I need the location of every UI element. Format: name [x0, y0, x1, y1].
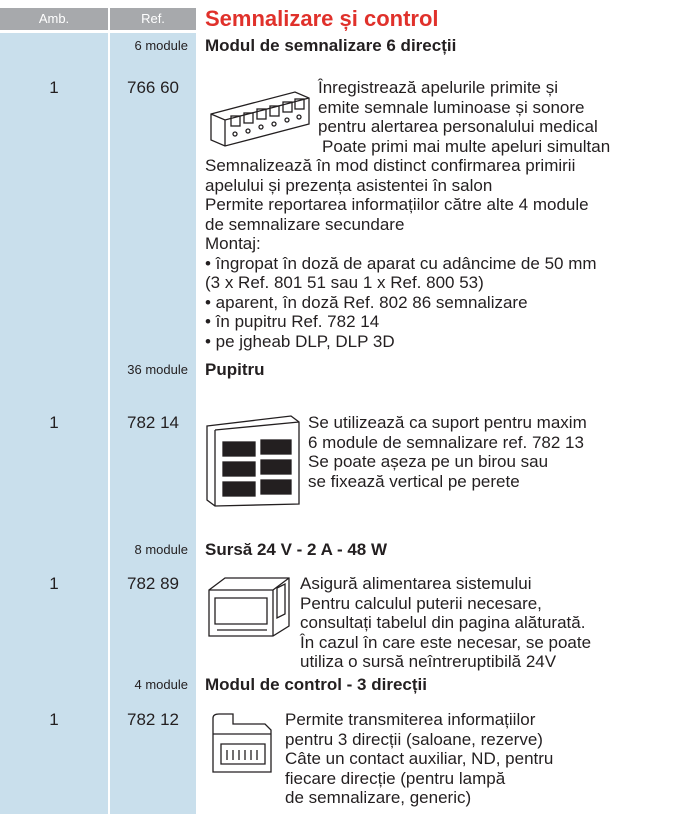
- ref-number: 782 89: [127, 574, 179, 593]
- description-line: 6 module de semnalizare ref. 782 13: [308, 432, 584, 452]
- amb-quantity: 1: [49, 574, 59, 593]
- description-line: • aparent, în doză Ref. 802 86 semnaliza…: [205, 292, 528, 312]
- amb-quantity: 1: [49, 413, 59, 432]
- description-line: utiliza o sursă neîntreruptibilă 24V: [300, 652, 557, 671]
- description-line: de semnalizare, generic): [285, 788, 472, 807]
- description-line: consultați tabelul din pagina alăturată.: [300, 613, 586, 632]
- ref-column: [110, 33, 196, 814]
- amb-column: [0, 33, 108, 814]
- product-name: Modul de control - 3 direcții: [205, 675, 427, 694]
- description-line: În cazul în care este necesar, se poate: [300, 632, 592, 652]
- module-count: 4 module: [134, 677, 188, 692]
- section-title: Semnalizare și control: [205, 6, 439, 31]
- description-line: Asigură alimentarea sistemului: [300, 574, 532, 593]
- ref-number: 782 14: [127, 413, 179, 432]
- description-line: Permite transmiterea informațiilor: [285, 710, 536, 729]
- description-line: emite semnale luminoase și sonore: [318, 97, 585, 117]
- control-module-icon: [212, 713, 272, 773]
- description-line: apelului și prezența asistentei în salon: [205, 175, 493, 195]
- description-line: pentru alertarea personalului medical: [318, 117, 598, 136]
- description-line: Câte un contact auxiliar, ND, pentru: [285, 749, 554, 768]
- description-line: Se poate așeza pe un birou sau: [308, 452, 549, 471]
- desk-icon: [206, 415, 300, 507]
- amb-quantity: 1: [49, 78, 59, 97]
- power-supply-icon: [208, 577, 290, 637]
- description-line: (3 x Ref. 801 51 sau 1 x Ref. 800 53): [205, 273, 484, 292]
- description-line: Pentru calculul puterii necesare,: [300, 593, 542, 613]
- signal-module-icon: [210, 91, 310, 147]
- product-name: Modul de semnalizare 6 direcții: [205, 36, 457, 55]
- description-line: de semnalizare secundare: [205, 214, 405, 234]
- description-line: fiecare direcție (pentru lampă: [285, 768, 506, 788]
- description-line: pentru 3 direcții (saloane, rezerve): [285, 729, 543, 749]
- module-count: 6 module: [134, 38, 188, 53]
- description-line: se fixează vertical pe perete: [308, 471, 520, 491]
- ref-header: Ref.: [110, 8, 196, 30]
- description-line: Permite reportarea informațiilor către a…: [205, 195, 589, 214]
- product-name: Sursă 24 V - 2 A - 48 W: [205, 540, 388, 559]
- amb-header: Amb.: [0, 8, 108, 30]
- ref-number: 766 60: [127, 78, 179, 97]
- description-line: Înregistrează apelurile primite și: [318, 78, 558, 97]
- description-line: Se utilizează ca suport pentru maxim: [308, 413, 587, 432]
- description-line: • pe jgheab DLP, DLP 3D: [205, 331, 395, 351]
- description-line: Semnalizează în mod distinct confirmarea…: [205, 156, 576, 175]
- description-line: • îngropat în doză de aparat cu adâncime…: [205, 253, 597, 273]
- module-count: 36 module: [127, 362, 188, 377]
- description-line: Poate primi mai multe apeluri simultan: [322, 136, 611, 156]
- amb-quantity: 1: [49, 710, 59, 729]
- module-count: 8 module: [134, 542, 188, 557]
- description-line: Montaj:: [205, 234, 261, 253]
- ref-number: 782 12: [127, 710, 179, 729]
- description-line: • în pupitru Ref. 782 14: [205, 312, 380, 331]
- product-name: Pupitru: [205, 360, 265, 379]
